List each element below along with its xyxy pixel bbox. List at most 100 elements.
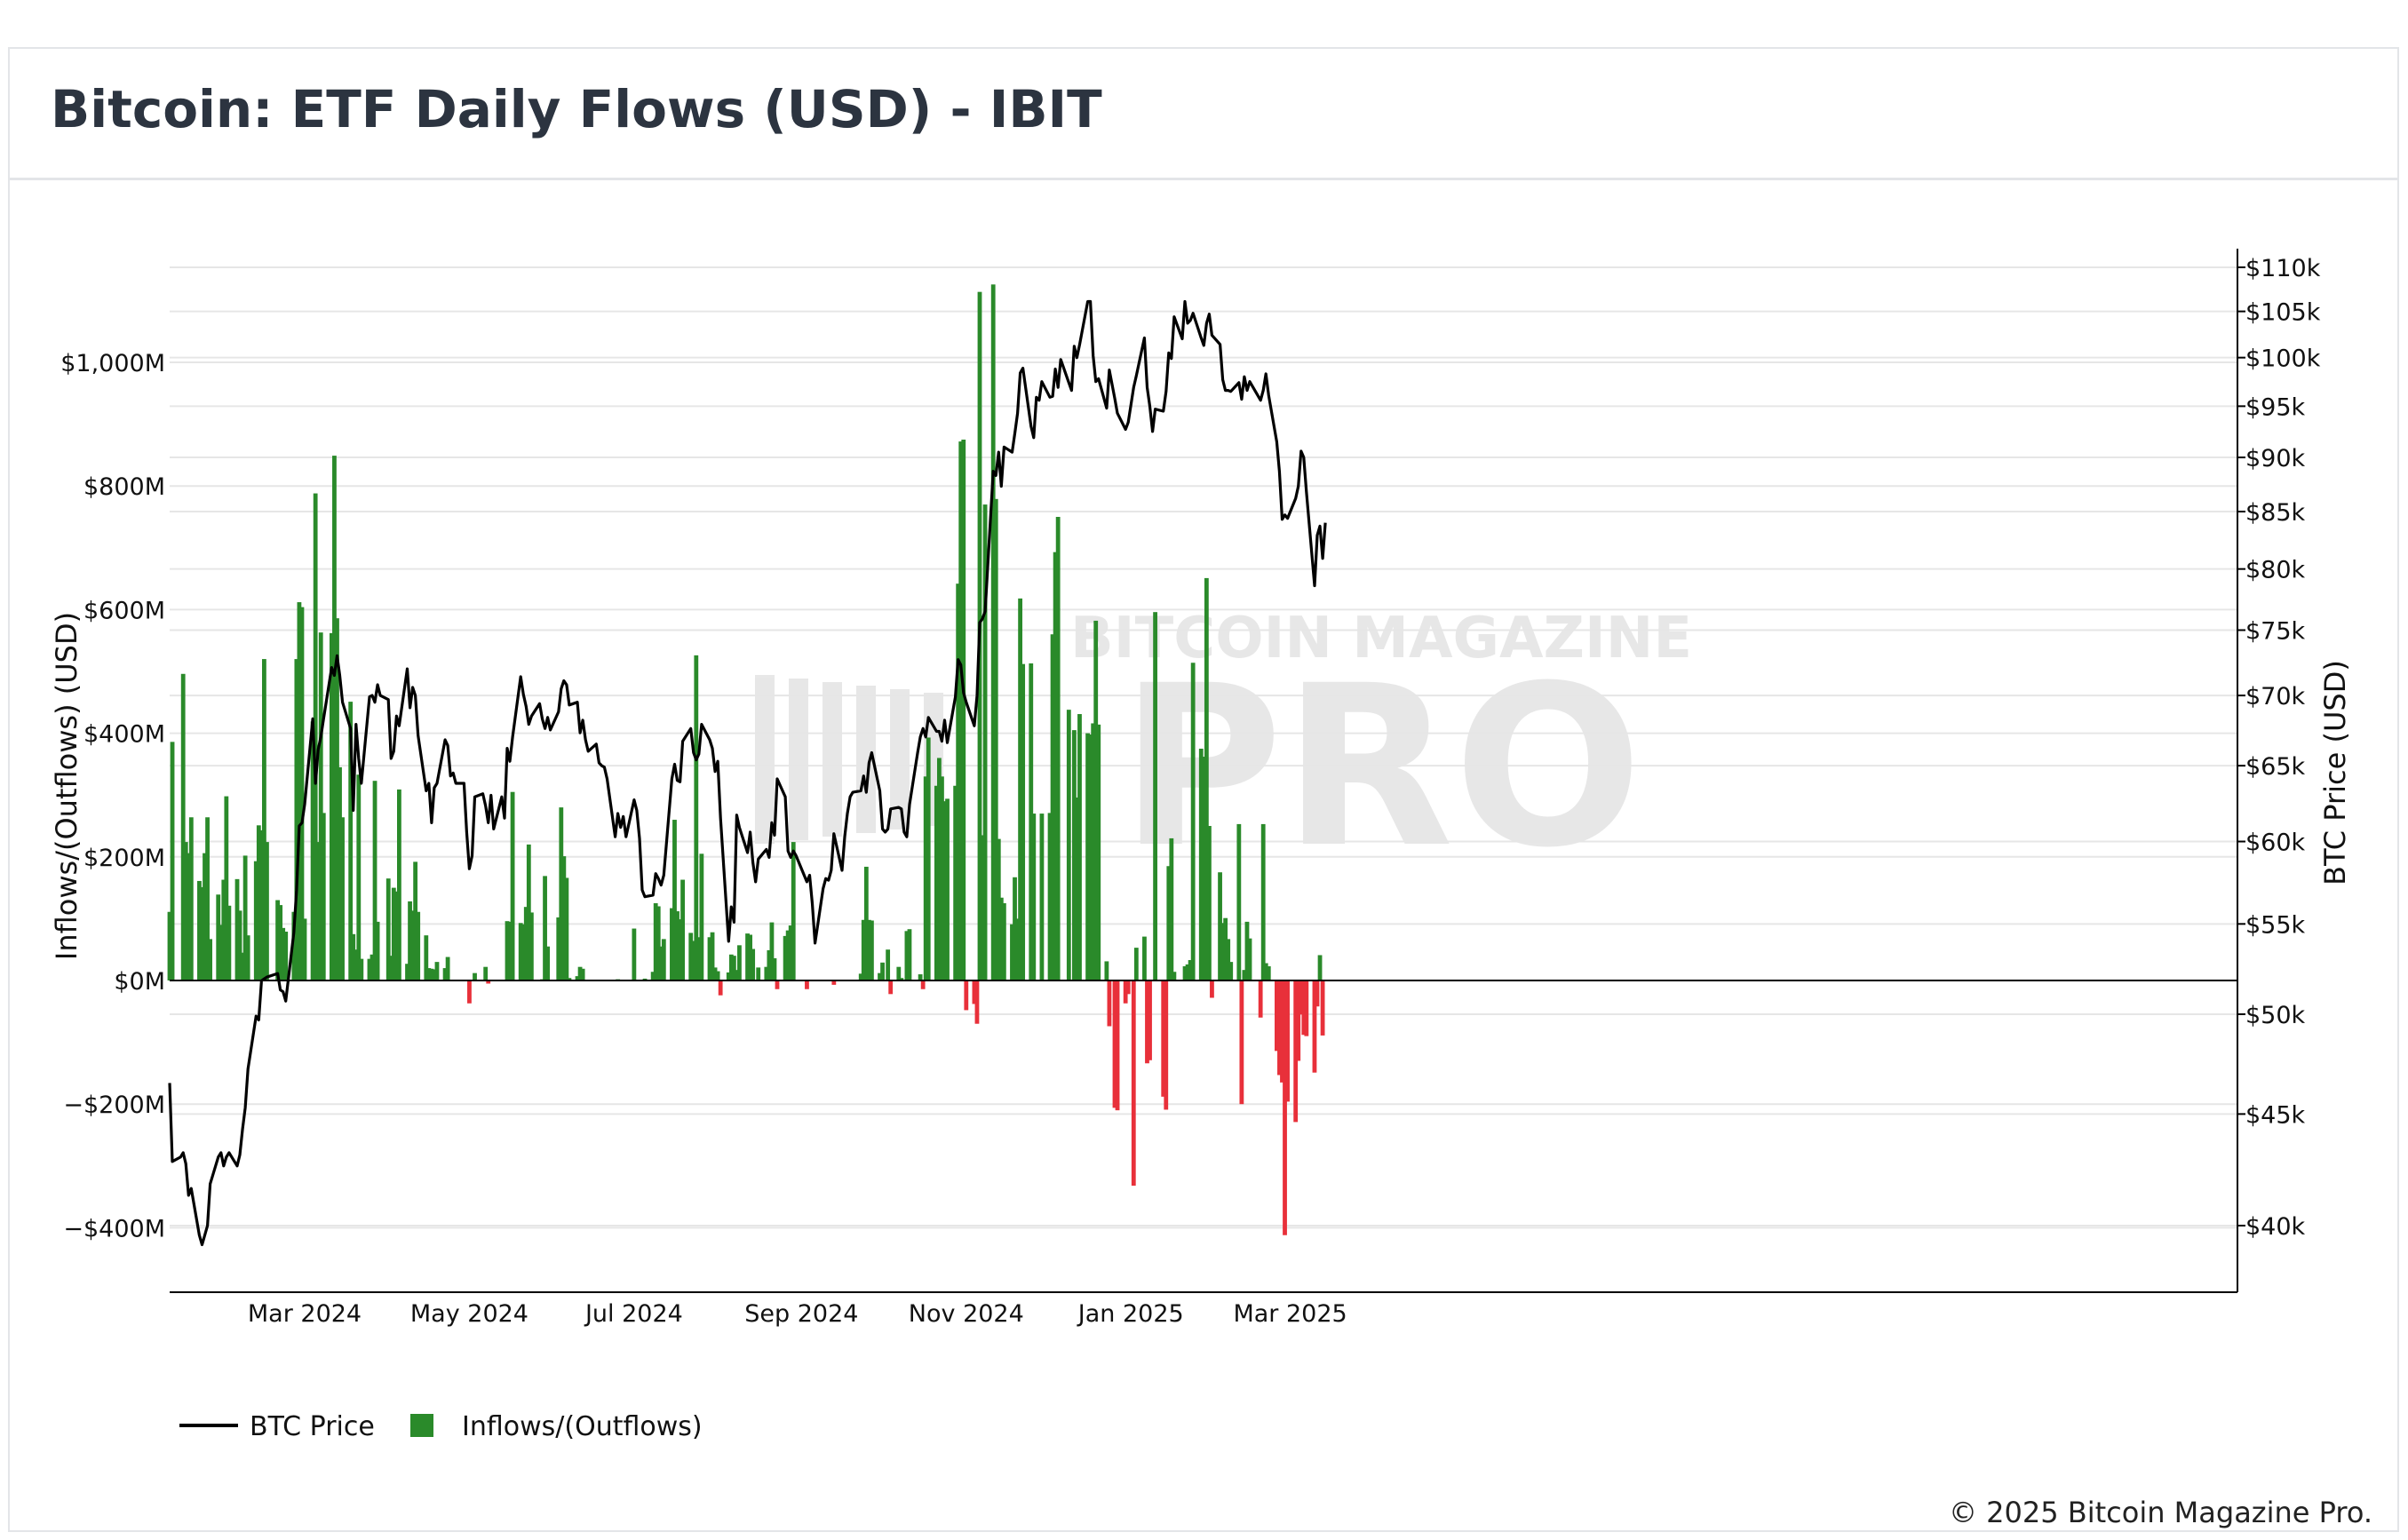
inflow-bar — [1207, 826, 1212, 980]
outflow-bar — [831, 980, 837, 985]
inflow-bar — [310, 721, 315, 980]
inflow-bar — [577, 966, 583, 980]
x-axis-ticks: Mar 2024 May 2024 Jul 2024 Sep 2024 Nov 2024… — [248, 1300, 1347, 1328]
inflow-bar — [1185, 964, 1190, 980]
inflow-bar — [1096, 724, 1101, 980]
inflow-bar — [330, 632, 334, 980]
flow-bars — [167, 284, 1325, 1235]
watermark-logo-stripe — [789, 679, 808, 840]
inflow-bar — [416, 911, 421, 980]
inflow-bar — [429, 968, 434, 980]
outflow-bar — [1320, 980, 1325, 1036]
outflow-bar — [1275, 980, 1279, 1052]
outflow-bar — [1145, 980, 1149, 1064]
inflow-bar — [385, 878, 391, 980]
left-tick-label: $1,000M — [60, 350, 165, 377]
right-tick-label: $45k — [2245, 1101, 2306, 1129]
inflow-bar — [370, 954, 375, 980]
inflow-bar — [186, 853, 191, 980]
inflow-bar — [958, 441, 964, 980]
inflow-bar — [1085, 733, 1090, 980]
inflow-bar — [1169, 837, 1174, 980]
inflow-bar — [391, 887, 396, 980]
inflow-bar — [1093, 620, 1099, 980]
right-axis-title: BTC Price (USD) — [2318, 660, 2352, 885]
right-tick-label: $55k — [2245, 911, 2306, 939]
chart-title: Bitcoin: ETF Daily Flows (USD) - IBIT — [51, 79, 1102, 139]
outflow-bar — [964, 980, 969, 1011]
inflow-bar — [907, 929, 912, 980]
watermark-logo-stripe — [823, 682, 842, 837]
inflow-bar — [904, 931, 910, 980]
outflow-bar — [1125, 980, 1131, 995]
inflow-bar — [434, 962, 440, 980]
outflow-bar — [888, 980, 894, 995]
outflow-bar — [1148, 980, 1152, 1060]
legend-item-btc-price: BTC Price — [179, 1411, 375, 1442]
inflow-bar — [1018, 598, 1022, 980]
right-tick-label: $75k — [2245, 618, 2306, 646]
inflow-bar — [896, 966, 902, 980]
inflow-bar — [297, 602, 302, 980]
right-tick-label: $65k — [2245, 753, 2306, 781]
outflow-bar — [1258, 980, 1263, 1018]
inflow-bar — [1182, 965, 1188, 980]
inflow-bar — [956, 583, 961, 980]
watermark-logo-stripe — [890, 689, 910, 830]
inflow-bar — [338, 766, 342, 980]
inflow-bar — [783, 935, 788, 980]
inflow-bar — [561, 856, 567, 980]
inflow-bar — [528, 912, 534, 980]
inflow-bar — [483, 966, 489, 980]
inflow-bar — [221, 879, 226, 980]
inflow-bar — [237, 910, 242, 980]
inflow-bar — [348, 702, 354, 980]
inflow-bar — [580, 968, 585, 980]
inflow-bar — [1029, 663, 1034, 980]
right-tick-label: $100k — [2245, 345, 2321, 373]
inflow-bar — [505, 921, 510, 980]
inflow-bar — [661, 939, 666, 980]
inflow-bar — [424, 935, 429, 980]
inflow-bar — [1077, 714, 1082, 980]
outflow-bar — [972, 980, 977, 1004]
inflow-bar — [240, 952, 245, 980]
inflow-bar — [710, 932, 715, 980]
inflow-bar — [245, 935, 250, 980]
chart-header: Bitcoin: ETF Daily Flows (USD) - IBIT — [10, 49, 2397, 180]
outflow-bar — [1107, 980, 1112, 1027]
inflow-bar — [313, 493, 318, 980]
inflow-bar — [318, 632, 323, 980]
x-tick-label: Mar 2025 — [1233, 1300, 1347, 1328]
inflow-bar — [388, 956, 393, 980]
inflow-bar — [980, 835, 985, 980]
inflow-bar — [367, 958, 372, 980]
inflow-bar — [216, 894, 221, 980]
right-axis-ticks: $40k $45k $50k $55k $60k $65k $70k $75k $80k $85k… — [2237, 255, 2321, 1241]
x-tick-label: Jan 2025 — [1077, 1300, 1184, 1328]
inflow-bar — [299, 607, 305, 980]
left-tick-label: $800M — [83, 473, 165, 501]
inflow-bar — [937, 758, 942, 980]
inflow-bar — [942, 801, 947, 980]
inflow-bar — [1088, 734, 1093, 980]
inflow-bar — [632, 928, 637, 980]
inflow-bar — [1244, 921, 1250, 980]
inflow-bar — [998, 897, 1004, 980]
inflow-bar — [670, 908, 674, 980]
inflow-bar — [294, 659, 299, 980]
inflow-bar — [208, 939, 212, 980]
inflow-bar — [340, 817, 345, 980]
inflow-bar — [1010, 924, 1014, 980]
inflow-bar — [410, 910, 415, 980]
outflow-bar — [1112, 980, 1117, 1108]
right-tick-label: $85k — [2245, 499, 2306, 527]
inflow-bar — [731, 956, 736, 980]
inflow-bar — [372, 781, 377, 980]
inflow-bar — [575, 976, 580, 980]
inflow-bar — [315, 842, 321, 980]
inflow-bar — [1053, 552, 1058, 980]
inflow-bar — [1242, 970, 1247, 980]
